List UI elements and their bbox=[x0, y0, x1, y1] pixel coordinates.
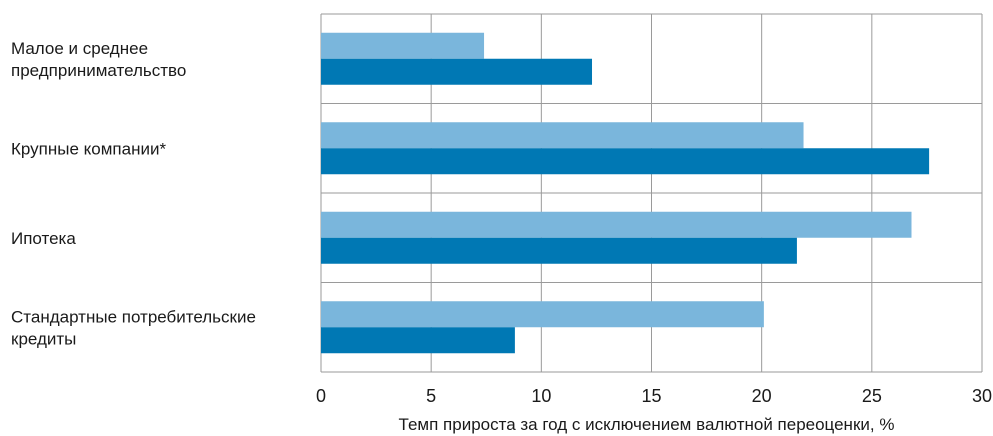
x-tick-label: 10 bbox=[531, 386, 551, 406]
bar-series-2-cat-4 bbox=[321, 327, 515, 354]
category-label: предпринимательство bbox=[11, 61, 186, 80]
bar-series-2-cat-2 bbox=[321, 148, 930, 175]
category-label: Ипотека bbox=[11, 229, 76, 248]
x-tick-label: 30 bbox=[972, 386, 992, 406]
bar-series-1-cat-1 bbox=[321, 32, 485, 59]
x-axis-title: Темп прироста за год с исключением валют… bbox=[399, 415, 895, 434]
bars bbox=[321, 32, 930, 354]
bar-series-1-cat-2 bbox=[321, 122, 804, 149]
x-tick-label: 20 bbox=[752, 386, 772, 406]
category-label: Стандартные потребительские bbox=[11, 307, 256, 326]
bar-series-1-cat-4 bbox=[321, 301, 764, 328]
bar-series-2-cat-3 bbox=[321, 237, 797, 264]
x-tick-label: 15 bbox=[641, 386, 661, 406]
category-label: Малое и среднее bbox=[11, 39, 148, 58]
category-label: Крупные компании* bbox=[11, 139, 166, 158]
category-label: кредиты bbox=[11, 329, 76, 348]
bar-series-1-cat-3 bbox=[321, 211, 912, 238]
x-tick-labels: 0 5 10 15 20 25 30 bbox=[316, 386, 992, 406]
x-tick-label: 25 bbox=[862, 386, 882, 406]
category-labels: Малое и среднее предпринимательство Крупны… bbox=[11, 39, 256, 349]
x-tick-label: 0 bbox=[316, 386, 326, 406]
x-tick-label: 5 bbox=[426, 386, 436, 406]
bar-series-2-cat-1 bbox=[321, 58, 593, 85]
